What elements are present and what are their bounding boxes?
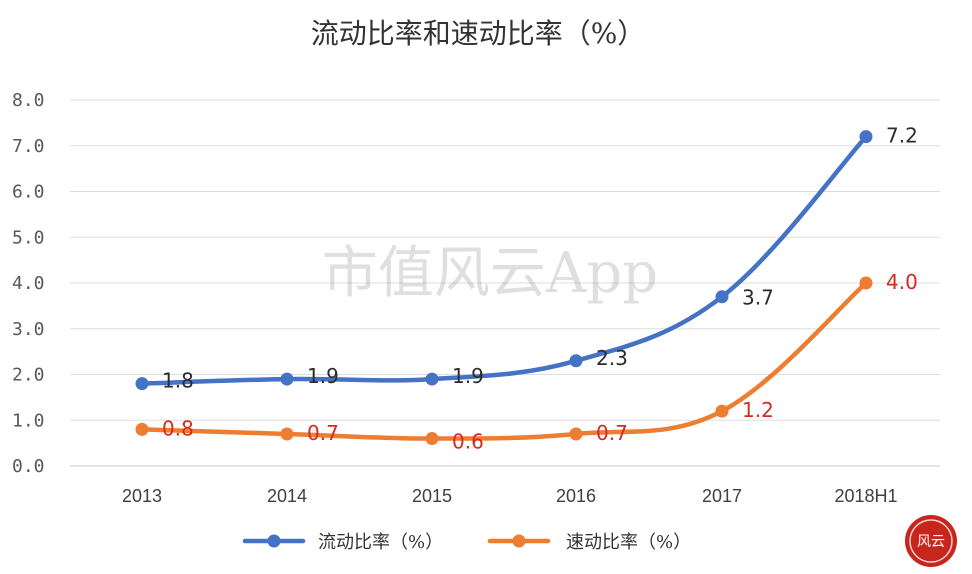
data-label: 1.9 [452, 364, 484, 388]
quick-ratio-point [425, 432, 439, 446]
current-ratio-point [715, 290, 729, 304]
chart-title: 流动比率和速动比率（%） [311, 17, 646, 50]
legend-item-quick-ratio: 速动比率（%） [487, 532, 691, 553]
current-ratio-point [859, 130, 873, 144]
x-tick-label: 2015 [412, 486, 452, 506]
legend-marker [267, 534, 281, 548]
seal-stamp: 风云 [905, 515, 957, 567]
quick-ratio-point [135, 422, 149, 436]
data-label: 1.2 [742, 398, 774, 422]
x-tick-label: 2018H1 [834, 486, 897, 506]
y-tick-label: 8.0 [12, 90, 45, 111]
current-ratio-point [135, 377, 149, 391]
seal-text: 风云 [917, 534, 945, 550]
watermark-text: 市值风云App [322, 241, 658, 306]
x-axis-ticks: 2013 2014 2015 2016 2017 2018H1 [122, 486, 898, 506]
data-label: 1.9 [307, 364, 339, 388]
quick-ratio-line [139, 280, 869, 441]
y-tick-label: 0.0 [12, 456, 45, 477]
data-label: 4.0 [886, 270, 918, 294]
data-label: 3.7 [742, 286, 774, 310]
data-label: 2.3 [596, 346, 628, 370]
seal-ring [909, 519, 953, 563]
current-ratio-point [569, 354, 583, 368]
x-tick-label: 2013 [122, 486, 162, 506]
y-tick-label: 7.0 [12, 136, 45, 157]
data-label: 0.6 [452, 430, 484, 454]
y-axis-ticks: 0.0 1.0 2.0 3.0 4.0 5.0 6.0 7.0 8.0 [12, 90, 45, 477]
current-ratio-line [139, 134, 869, 386]
quick-ratio-point [280, 427, 294, 441]
data-label: 0.7 [307, 421, 339, 445]
quick-ratio-point [569, 427, 583, 441]
data-label: 7.2 [886, 124, 918, 148]
quick-ratio-point [715, 404, 729, 418]
x-tick-label: 2014 [267, 486, 307, 506]
y-tick-label: 5.0 [12, 227, 45, 248]
x-tick-label: 2016 [556, 486, 596, 506]
legend-label: 速动比率（%） [566, 532, 691, 553]
series-layer [135, 130, 873, 446]
data-labels-layer: 1.8 1.9 1.9 2.3 3.7 7.2 0.8 0.7 0.6 0.7 1.2 4.0 [162, 124, 918, 454]
y-tick-label: 1.0 [12, 410, 45, 431]
chart-legend: 流动比率（%） 速动比率（%） [242, 532, 691, 553]
legend-item-current-ratio: 流动比率（%） [242, 532, 443, 553]
y-tick-label: 6.0 [12, 182, 45, 203]
legend-marker [512, 534, 526, 548]
current-ratio-point [280, 372, 294, 386]
seal-circle [905, 515, 957, 567]
data-label: 0.8 [162, 416, 194, 440]
y-tick-label: 4.0 [12, 273, 45, 294]
current-ratio-point [425, 372, 439, 386]
x-tick-label: 2017 [702, 486, 742, 506]
data-label: 0.7 [596, 421, 628, 445]
y-tick-label: 3.0 [12, 319, 45, 340]
y-tick-label: 2.0 [12, 365, 45, 386]
quick-ratio-point [859, 276, 873, 290]
data-label: 1.8 [162, 369, 194, 393]
legend-label: 流动比率（%） [318, 532, 443, 553]
